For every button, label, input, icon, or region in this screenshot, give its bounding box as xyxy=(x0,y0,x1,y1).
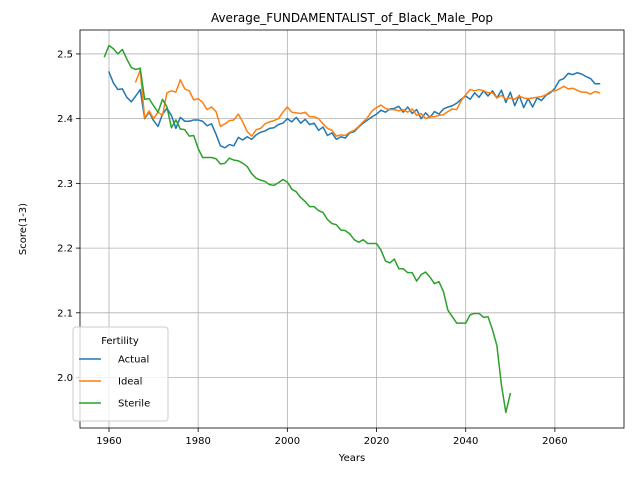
series-line-sterile xyxy=(103,44,512,414)
chart-title: Average_FUNDAMENTALIST_of_Black_Male_Pop xyxy=(211,11,493,25)
legend-title: Fertility xyxy=(101,336,139,347)
series-line-actual xyxy=(108,71,601,149)
legend-label-actual: Actual xyxy=(118,355,149,366)
x-axis-ticks: 1960 1980 2000 2020 2040 2060 xyxy=(96,428,568,447)
x-tick-label: 2060 xyxy=(542,436,567,447)
legend-items: Actual Ideal Sterile xyxy=(79,355,150,410)
y-tick-label: 2.2 xyxy=(57,244,73,255)
y-tick-label: 2.4 xyxy=(57,114,73,125)
grid-lines xyxy=(80,30,624,428)
x-tick-label: 2000 xyxy=(275,436,300,447)
x-tick-label: 2040 xyxy=(453,436,478,447)
plot-frame xyxy=(79,29,625,429)
y-tick-label: 2.5 xyxy=(57,49,73,60)
legend-label-ideal: Ideal xyxy=(118,377,142,388)
legend: Fertility Actual Ideal Sterile xyxy=(72,326,169,422)
legend-label-sterile: Sterile xyxy=(118,399,150,410)
y-axis-label: Score(1-3) xyxy=(18,203,29,255)
legend-box xyxy=(72,326,169,422)
series-layer xyxy=(103,44,601,414)
series-line-ideal xyxy=(134,69,601,137)
x-tick-label: 2020 xyxy=(364,436,389,447)
y-tick-label: 2.0 xyxy=(57,373,73,384)
y-tick-label: 2.1 xyxy=(57,308,73,319)
x-tick-label: 1980 xyxy=(185,436,210,447)
y-tick-label: 2.3 xyxy=(57,179,73,190)
x-tick-label: 1960 xyxy=(96,436,121,447)
x-axis-label: Years xyxy=(338,453,365,464)
y-axis-ticks: 2.0 2.1 2.2 2.3 2.4 2.5 xyxy=(57,49,80,384)
